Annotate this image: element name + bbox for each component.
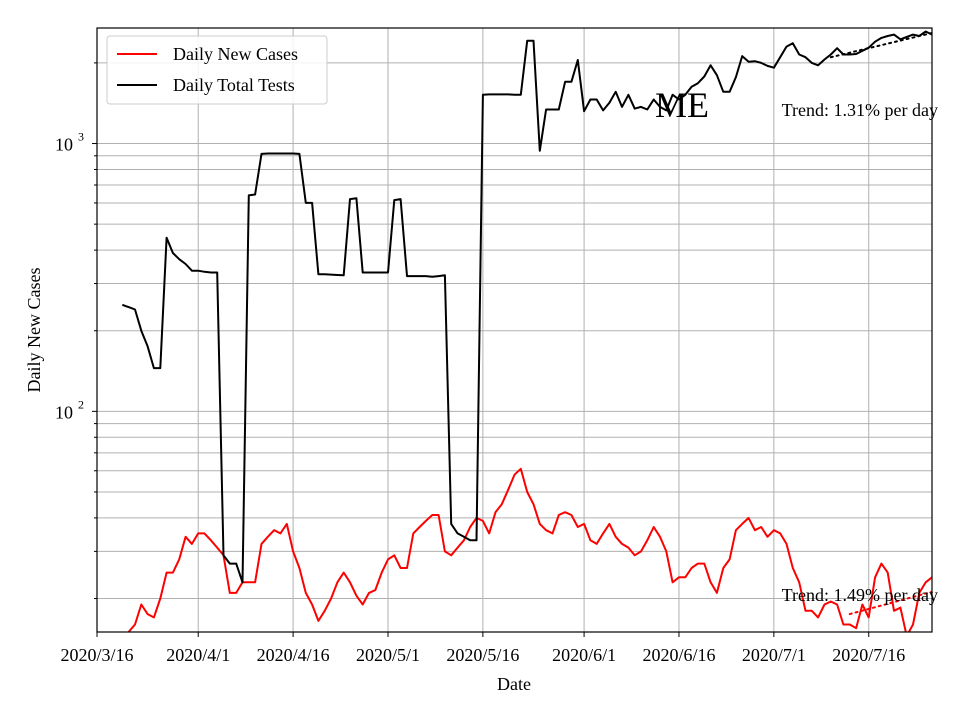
x-tick-label: 2020/3/16 <box>60 645 133 665</box>
y-tick-label-exponent: 2 <box>78 397 84 411</box>
y-axis-label: Daily New Cases <box>24 268 44 393</box>
x-tick-label: 2020/6/1 <box>552 645 616 665</box>
y-tick-label-base: 10 <box>55 135 73 155</box>
legend-label-daily-total-tests: Daily Total Tests <box>173 75 295 95</box>
legend-label-daily-new-cases: Daily New Cases <box>173 44 298 64</box>
legend-box <box>106 35 328 105</box>
trend-label-cases: Trend: 1.49% per day <box>782 585 938 605</box>
x-tick-label: 2020/4/16 <box>257 645 330 665</box>
trend-label-tests: Trend: 1.31% per day <box>782 100 938 120</box>
legend: Daily New Cases Daily Total Tests <box>106 35 328 105</box>
series-line-daily-new-cases <box>127 467 932 632</box>
grid-lines <box>96 28 932 632</box>
x-tick-label: 2020/6/16 <box>642 645 715 665</box>
state-label: ME <box>655 85 709 125</box>
x-tick-label: 2020/5/16 <box>446 645 519 665</box>
x-tick-label: 2020/4/1 <box>166 645 230 665</box>
series-lines <box>121 30 932 632</box>
y-tick-label-base: 10 <box>55 402 73 422</box>
plot-area-frame <box>96 27 933 633</box>
trend-line-daily-total-tests <box>829 31 932 59</box>
axis-ticks: 2020/3/16 2020/4/1 2020/4/16 2020/5/1 2020/5… <box>55 62 905 665</box>
x-tick-label: 2020/5/1 <box>356 645 420 665</box>
trend-lines <box>829 31 932 616</box>
x-tick-label: 2020/7/16 <box>832 645 905 665</box>
x-axis-label: Date <box>497 674 531 694</box>
x-tick-label: 2020/7/1 <box>742 645 806 665</box>
series-line-daily-total-tests <box>121 30 932 584</box>
y-tick-label-exponent: 3 <box>78 130 84 144</box>
